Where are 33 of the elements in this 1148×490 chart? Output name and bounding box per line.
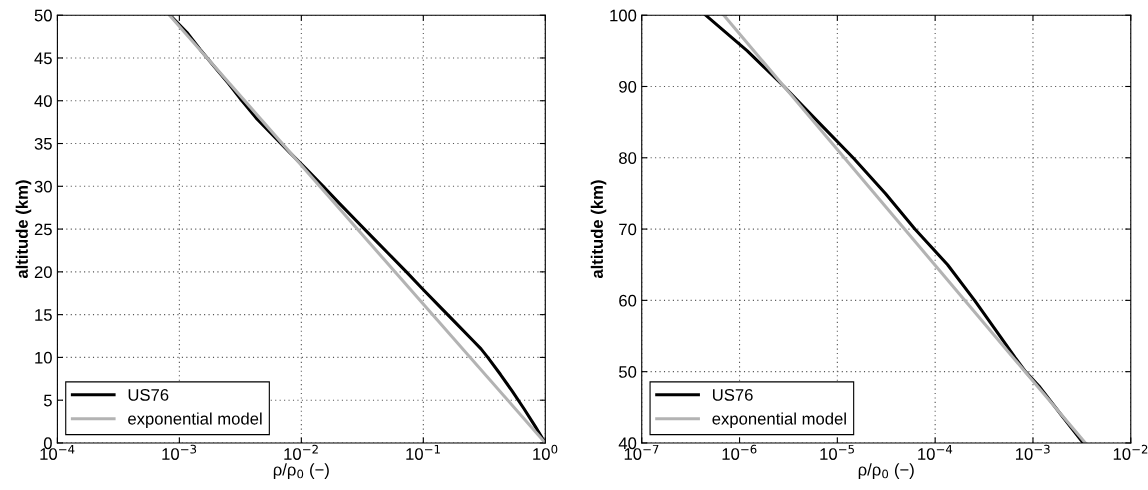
y-tick-label: 30 <box>34 180 52 193</box>
legend-label: exponential model <box>128 412 262 428</box>
x-axis-title: ρ/ρ$_{0}$ (−) <box>858 463 914 479</box>
x-tick-label: 10$^{−6}$ <box>722 444 757 460</box>
x-tick-label: 10$^{0}$ <box>533 444 558 460</box>
x-tick-label: 10$^{−5}$ <box>820 444 854 460</box>
x-tick-label: 10$^{−4}$ <box>918 444 953 460</box>
x-tick-label: 10$^{−3}$ <box>162 444 197 460</box>
legend-label: exponential model <box>712 412 846 428</box>
legend-label: US76 <box>128 388 169 401</box>
y-tick-label: 5 <box>43 394 52 407</box>
y-tick-label: 20 <box>34 266 52 279</box>
y-tick-label: 25 <box>34 223 52 236</box>
y-tick-label: 45 <box>34 52 52 65</box>
x-tick-label: 10$^{−3}$ <box>1015 444 1050 460</box>
y-tick-label: 100 <box>610 9 637 22</box>
x-tick-label: 10$^{−2}$ <box>284 444 318 460</box>
y-tick-label: 60 <box>619 294 637 307</box>
y-tick-label: 70 <box>619 223 637 236</box>
y-tick-label: 15 <box>35 309 52 321</box>
y-tick-label: 50 <box>619 366 637 378</box>
y-tick-label: 50 <box>34 9 52 22</box>
x-axis-title: ρ/ρ$_{0}$ (−) <box>273 463 329 479</box>
y-tick-label: 40 <box>34 95 52 107</box>
x-tick-label: 10$^{−2}$ <box>1113 444 1148 460</box>
y-tick-label: 90 <box>619 80 637 93</box>
y-tick-label: 10 <box>35 351 52 364</box>
y-tick-label: 35 <box>34 137 52 150</box>
y-axis-title: altitude (km) <box>590 180 607 279</box>
y-tick-label: 80 <box>619 152 637 164</box>
y-axis-title: altitude (km) <box>15 180 32 279</box>
legend-label: US76 <box>713 388 753 401</box>
x-tick-label: 10$^{−1}$ <box>406 444 440 460</box>
